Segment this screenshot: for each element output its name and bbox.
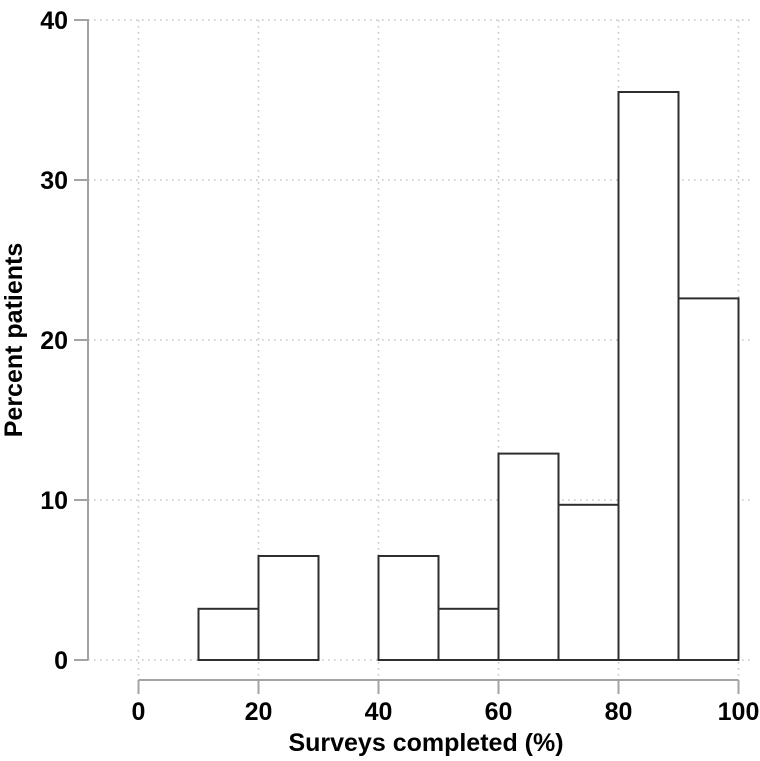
histogram-bar [557,503,620,661]
histogram-bar [677,297,740,661]
y-tick-label: 10 [40,487,68,515]
x-tick-label: 60 [485,698,513,726]
y-tick-label: 0 [54,647,68,675]
histogram-bar [197,607,260,661]
histogram-bar [377,555,440,661]
axes [74,19,740,694]
x-axis-title: Surveys completed (%) [288,729,563,757]
x-tick-label: 100 [718,698,760,726]
histogram-bar [617,91,680,661]
histogram-bars [197,91,740,661]
histogram-bar [437,607,500,661]
x-tick-label: 80 [605,698,633,726]
y-tick-label: 20 [40,327,68,355]
x-tick-label: 0 [132,698,146,726]
x-tick-label: 20 [245,698,273,726]
y-tick-label: 30 [40,167,68,195]
x-tick-label: 40 [365,698,393,726]
tick-labels: 0 10 20 30 40 0 20 40 60 80 100 [40,7,759,726]
histogram-bar [497,452,560,661]
y-tick-label: 40 [40,7,68,35]
y-axis-title: Percent patients [0,243,28,438]
histogram-bar [257,555,320,661]
